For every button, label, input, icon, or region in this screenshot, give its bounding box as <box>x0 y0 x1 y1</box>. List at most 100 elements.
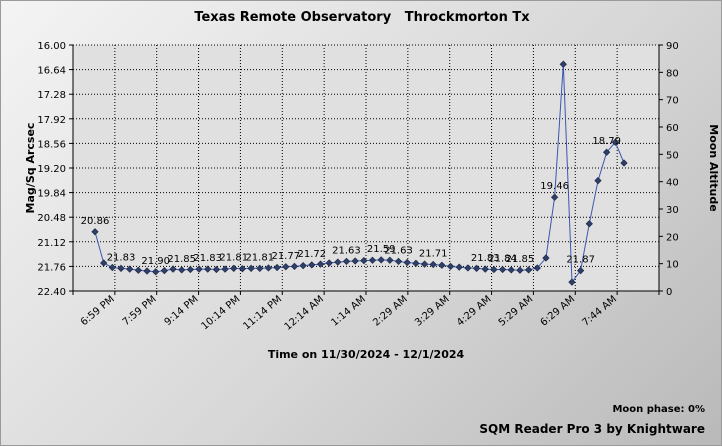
y-tick-label-left: 22.40 <box>37 287 66 298</box>
data-point <box>542 254 550 262</box>
data-label: 21.85 <box>506 254 535 265</box>
data-point <box>160 267 169 275</box>
data-point <box>238 265 247 273</box>
data-point <box>620 159 628 167</box>
data-point <box>152 268 160 276</box>
data-point <box>143 267 151 275</box>
x-tick-label: 5:29 AM <box>497 294 536 329</box>
y-axis-label-right: Moon Altitude <box>707 124 720 211</box>
y-tick-label-right: 80 <box>666 68 679 79</box>
data-point <box>117 264 125 272</box>
data-point <box>247 264 255 272</box>
y-tick-label-left: 19.20 <box>37 164 66 175</box>
chart-title: Texas Remote Observatory Throckmorton Tx <box>194 10 530 25</box>
data-point <box>438 261 446 269</box>
y-tick-label-left: 17.92 <box>37 115 66 126</box>
data-point <box>230 264 238 272</box>
data-point <box>490 265 498 274</box>
data-point <box>472 264 481 272</box>
x-tick-label: 7:59 PM <box>121 294 159 328</box>
x-tick-label: 11:14 PM <box>241 294 284 332</box>
data-label: 19.46 <box>540 181 569 192</box>
data-point <box>603 148 611 156</box>
data-label: 21.90 <box>141 256 170 267</box>
y-tick-label-left: 21.76 <box>37 262 66 273</box>
y-tick-label-left: 16.64 <box>37 66 66 77</box>
data-point <box>403 258 411 267</box>
data-label: 21.72 <box>297 249 326 260</box>
data-point <box>264 264 273 272</box>
data-point <box>594 177 602 185</box>
data-point <box>524 266 533 274</box>
x-tick-label: 7:44 AM <box>581 294 620 329</box>
data-label: 21.63 <box>332 245 361 256</box>
data-point <box>342 257 351 266</box>
data-point <box>507 266 515 274</box>
data-point <box>568 278 576 286</box>
data-point <box>178 266 186 274</box>
data-point <box>351 257 359 265</box>
y-tick-label-right: 50 <box>666 150 679 161</box>
data-point <box>290 262 299 271</box>
data-label: 21.59 <box>367 244 396 255</box>
data-point <box>204 265 212 273</box>
data-point <box>325 259 333 267</box>
data-point <box>394 257 403 266</box>
data-point <box>334 258 342 266</box>
data-point <box>91 228 99 236</box>
data-point <box>186 265 195 274</box>
data-point <box>386 256 394 264</box>
data-point <box>481 265 489 273</box>
y-tick-label-left: 19.84 <box>37 189 66 200</box>
y-tick-label-left: 21.12 <box>37 238 66 249</box>
x-axis-label: Time on 11/30/2024 - 12/1/2024 <box>267 348 465 361</box>
y-tick-label-right: 30 <box>666 205 679 216</box>
data-point <box>256 264 264 272</box>
data-point <box>360 257 368 265</box>
data-point <box>308 261 316 269</box>
data-point <box>134 266 142 274</box>
y-tick-label-left: 18.56 <box>37 139 66 150</box>
data-point <box>533 264 541 272</box>
data-point <box>429 260 437 269</box>
x-tick-label: 2:29 AM <box>371 294 410 329</box>
data-point <box>550 193 559 201</box>
data-point <box>516 266 524 274</box>
data-point <box>377 256 385 264</box>
x-tick-label: 12:14 AM <box>283 294 326 333</box>
x-tick-label: 3:29 AM <box>413 294 452 329</box>
data-label: 18.79 <box>592 136 621 147</box>
y-axis-label-left: Mag/Sq Arcsec <box>24 123 37 214</box>
y-tick-label-left: 20.48 <box>37 213 66 224</box>
y-tick-label-right: 20 <box>666 232 679 243</box>
x-tick-label: 6:59 PM <box>79 294 117 328</box>
data-point <box>420 260 429 268</box>
x-tick-label: 1:14 AM <box>329 294 368 329</box>
data-label: 21.63 <box>384 245 413 256</box>
data-label: 21.77 <box>271 251 300 262</box>
data-label: 21.84 <box>488 253 517 264</box>
data-label: 21.83 <box>193 253 222 264</box>
data-label: 21.85 <box>167 254 196 265</box>
x-tick-label: 9:14 PM <box>163 294 201 328</box>
data-label: 21.83 <box>471 253 500 264</box>
y-tick-label-right: 40 <box>666 178 679 189</box>
data-point <box>412 259 420 267</box>
data-label: 21.83 <box>107 252 136 263</box>
y-tick-label-left: 16.00 <box>37 41 66 52</box>
data-point <box>100 259 108 267</box>
data-point <box>126 265 134 273</box>
data-point <box>299 262 307 270</box>
data-point <box>316 260 325 268</box>
data-point <box>282 263 290 271</box>
y-tick-label-right: 90 <box>666 41 679 52</box>
credit-text: SQM Reader Pro 3 by Knightware <box>479 422 705 436</box>
data-point <box>498 265 507 274</box>
data-point <box>108 263 116 272</box>
x-tick-label: 6:29 AM <box>539 294 578 329</box>
data-label: 20.86 <box>81 216 110 227</box>
y-tick-label-right: 70 <box>666 96 679 107</box>
data-point <box>221 265 229 273</box>
moon-phase-text: Moon phase: 0% <box>612 404 705 415</box>
